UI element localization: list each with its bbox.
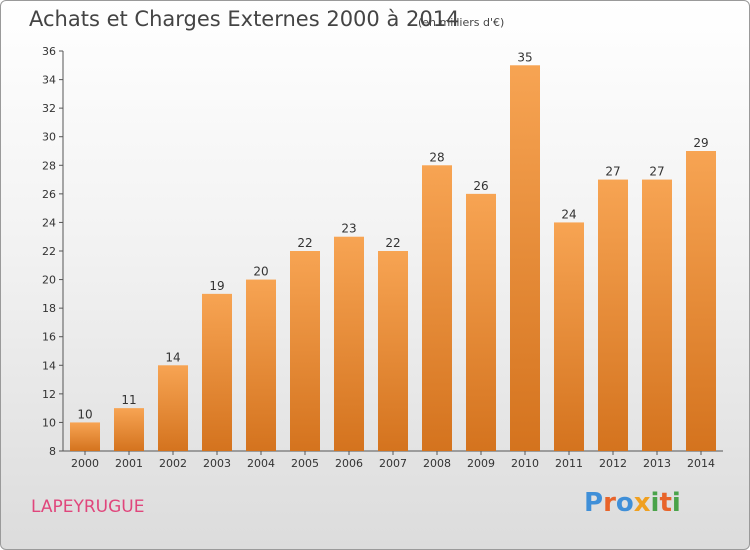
chart-title: Achats et Charges Externes 2000 à 2014	[29, 7, 460, 31]
bar-value-label: 22	[385, 236, 400, 250]
bar-value-label: 27	[605, 165, 620, 179]
bar-value-label: 11	[121, 393, 136, 407]
y-tick-label: 20	[42, 274, 56, 287]
x-tick-label: 2003	[203, 457, 231, 470]
logo-letter: i	[650, 488, 660, 518]
x-tick-label: 2007	[379, 457, 407, 470]
x-tick-label: 2013	[643, 457, 671, 470]
proxiti-logo: Proxiti	[584, 488, 681, 518]
bar-value-label: 22	[297, 236, 312, 250]
bar	[114, 408, 144, 451]
x-tick-label: 2004	[247, 457, 275, 470]
bar	[466, 193, 496, 451]
logo-letter: r	[603, 488, 616, 518]
x-tick-label: 2005	[291, 457, 319, 470]
logo-letter: P	[584, 488, 604, 518]
y-tick-label: 18	[42, 302, 56, 315]
y-tick-label: 16	[42, 331, 56, 344]
x-tick-label: 2009	[467, 457, 495, 470]
bar	[70, 422, 100, 451]
bar-value-label: 20	[253, 265, 268, 279]
bar	[422, 165, 452, 452]
x-tick-label: 2010	[511, 457, 539, 470]
chart-subtitle: (en milliers d'€)	[418, 16, 505, 29]
bar-value-label: 23	[341, 222, 356, 236]
place-name: LAPEYRUGUE	[31, 497, 145, 517]
logo-letter: i	[671, 488, 681, 518]
y-tick-label: 22	[42, 245, 56, 258]
bar-value-label: 27	[649, 165, 664, 179]
y-tick-label: 26	[42, 188, 56, 201]
bar	[510, 65, 540, 452]
y-tick-label: 30	[42, 131, 56, 144]
bar	[202, 293, 232, 451]
bar	[334, 236, 364, 451]
bar	[686, 151, 716, 451]
bar	[246, 279, 276, 451]
y-tick-label: 36	[42, 45, 56, 58]
bar-value-label: 26	[473, 179, 488, 193]
bar	[554, 222, 584, 451]
bar-value-label: 19	[209, 279, 224, 293]
bar-value-label: 28	[429, 150, 444, 164]
x-tick-label: 2006	[335, 457, 363, 470]
x-tick-label: 2012	[599, 457, 627, 470]
x-tick-label: 2011	[555, 457, 583, 470]
x-tick-label: 2000	[71, 457, 99, 470]
y-tick-label: 12	[42, 388, 56, 401]
y-tick-label: 14	[42, 359, 56, 372]
bar	[290, 251, 320, 451]
bar-value-label: 35	[517, 50, 532, 64]
logo-letter: x	[633, 488, 651, 518]
logo-letter: o	[615, 488, 634, 518]
bar	[598, 179, 628, 452]
logo-letter: t	[659, 488, 672, 518]
bar-value-label: 29	[693, 136, 708, 150]
y-tick-label: 24	[42, 216, 56, 229]
bar	[642, 179, 672, 452]
y-tick-label: 32	[42, 102, 56, 115]
y-tick-label: 34	[42, 74, 56, 87]
x-tick-label: 2008	[423, 457, 451, 470]
bar-value-label: 10	[77, 407, 92, 421]
y-tick-label: 10	[42, 416, 56, 429]
bar-value-label: 24	[561, 207, 576, 221]
x-tick-label: 2014	[687, 457, 715, 470]
bar-value-label: 14	[165, 350, 180, 364]
bar	[158, 365, 188, 451]
x-tick-label: 2001	[115, 457, 143, 470]
y-tick-label: 8	[49, 445, 56, 458]
x-tick-label: 2002	[159, 457, 187, 470]
y-tick-label: 28	[42, 159, 56, 172]
bar	[378, 251, 408, 451]
